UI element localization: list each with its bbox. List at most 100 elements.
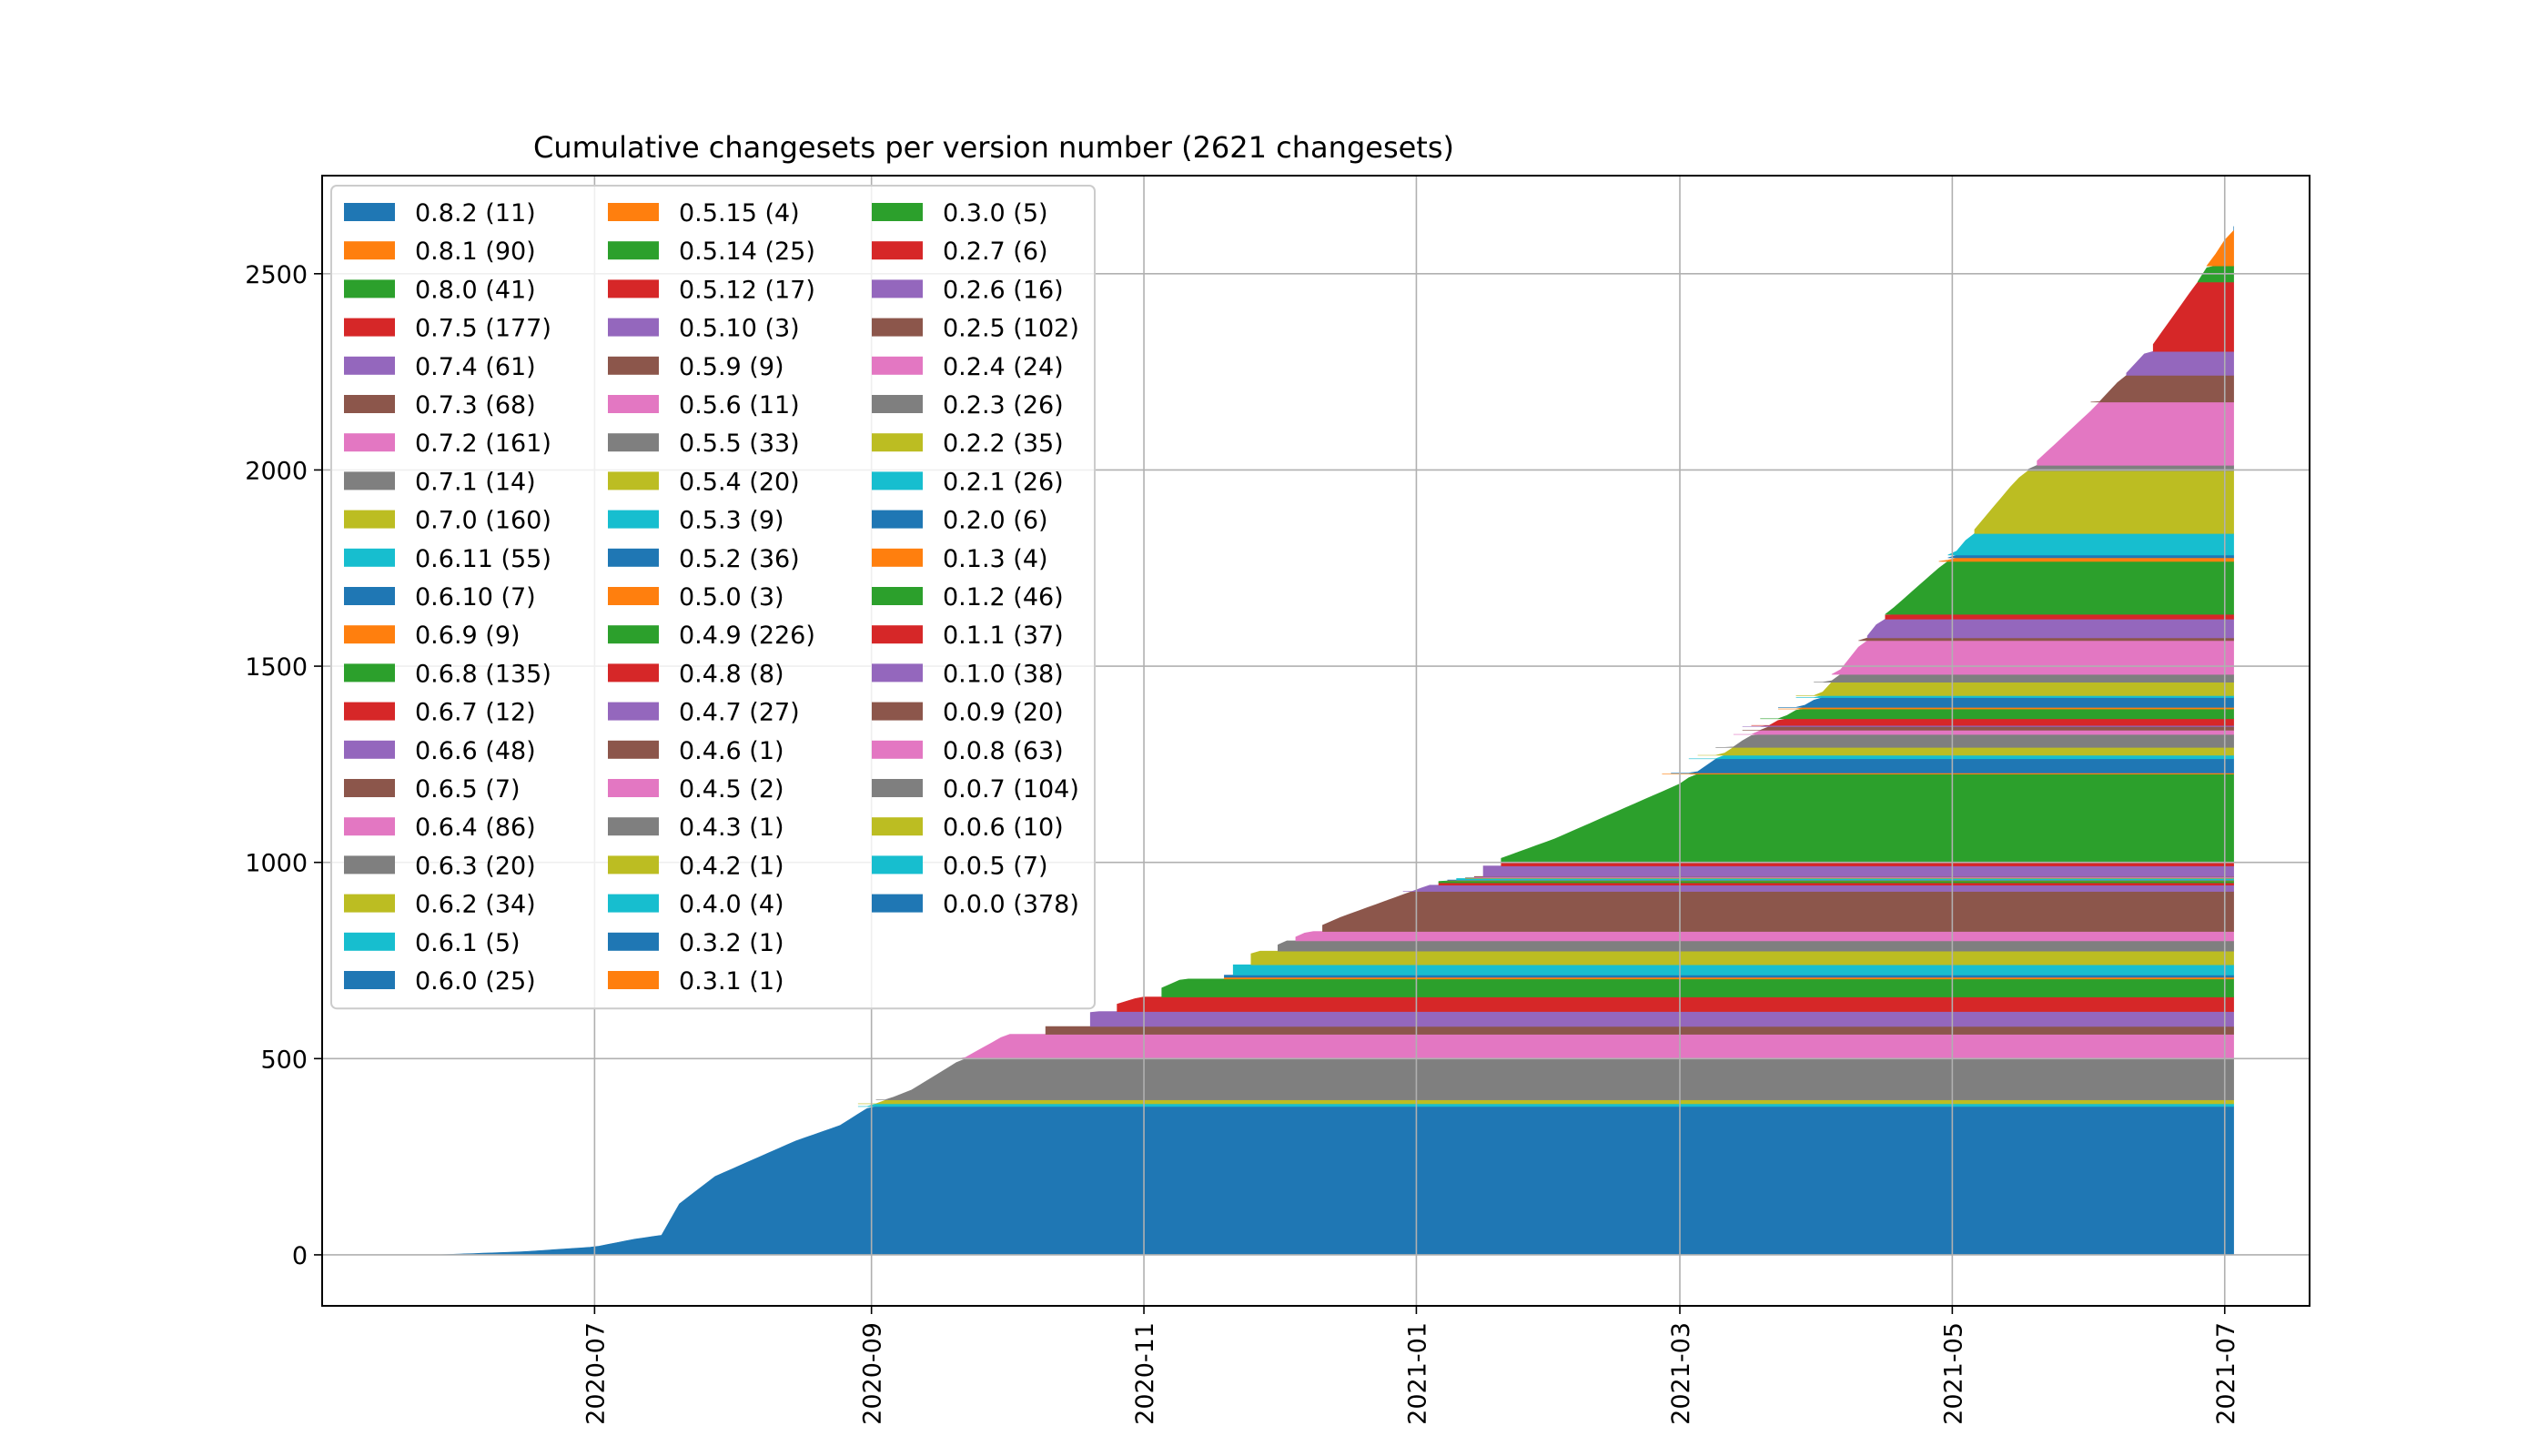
legend-label: 0.5.0 (3) — [679, 583, 784, 612]
legend: 0.8.2 (11) 0.8.1 (90) 0.8.0 (41) 0.7.5 (177… — [330, 185, 1096, 1010]
legend-label: 0.3.2 (1) — [679, 929, 784, 957]
legend-label: 0.6.1 (5) — [415, 929, 521, 957]
legend-label: 0.2.0 (6) — [943, 507, 1048, 535]
area-layer-0-0-8 — [956, 1034, 2234, 1059]
legend-label: 0.4.7 (27) — [679, 699, 800, 727]
legend-swatch — [344, 433, 395, 452]
legend-label: 0.6.4 (86) — [415, 814, 536, 842]
legend-swatch — [608, 471, 659, 490]
area-layer-0-7-5 — [2152, 281, 2234, 352]
legend-label: 0.1.3 (4) — [943, 545, 1048, 573]
legend-swatch — [608, 510, 659, 529]
area-layer-0-1-1 — [1117, 996, 2234, 1012]
area-layer-0-0-7 — [875, 1058, 2234, 1100]
area-layer-0-5-12 — [1751, 718, 2234, 726]
legend-swatch — [608, 241, 659, 260]
area-layer-0-5-14 — [1760, 708, 2234, 720]
area-layer-0-6-9 — [1938, 557, 2234, 562]
area-layer-0-6-8 — [1884, 561, 2234, 615]
legend-label: 0.0.6 (10) — [943, 814, 1064, 842]
area-layer-0-5-3 — [1688, 754, 2234, 760]
area-layer-0-1-2 — [1161, 978, 2234, 997]
y-tick-label: 1500 — [245, 653, 308, 682]
legend-swatch — [608, 855, 659, 875]
legend-label: 0.4.6 (1) — [679, 737, 784, 765]
legend-swatch — [344, 241, 395, 260]
legend-label: 0.2.3 (26) — [943, 391, 1064, 420]
y-tick-label: 500 — [260, 1046, 308, 1074]
legend-label: 0.2.7 (6) — [943, 238, 1048, 266]
legend-swatch — [608, 817, 659, 836]
legend-swatch — [872, 625, 923, 644]
y-tick-label: 2000 — [245, 457, 308, 485]
legend-swatch — [344, 702, 395, 721]
x-tick-label: 2021-05 — [1939, 1322, 1967, 1425]
area-layer-0-5-6 — [1733, 730, 2234, 735]
legend-swatch — [872, 817, 923, 836]
legend-swatch — [344, 663, 395, 682]
x-tick-label: 2020-11 — [1131, 1322, 1159, 1425]
legend-label: 0.1.2 (46) — [943, 583, 1064, 612]
legend-swatch — [872, 855, 923, 875]
legend-label: 0.1.0 (38) — [943, 660, 1064, 688]
legend-swatch — [344, 779, 395, 797]
legend-label: 0.4.9 (226) — [679, 622, 815, 650]
area-layer-0-1-0 — [1089, 1011, 2234, 1027]
legend-label: 0.6.5 (7) — [415, 775, 521, 804]
area-layer-0-6-10 — [1947, 554, 2234, 559]
x-tick-label: 2020-07 — [581, 1322, 610, 1425]
x-tick-label: 2020-09 — [859, 1322, 887, 1425]
area-layer-0-6-11 — [1947, 532, 2234, 556]
legend-swatch — [608, 894, 659, 913]
y-tick-label: 0 — [292, 1242, 308, 1270]
legend-label: 0.0.5 (7) — [943, 852, 1048, 880]
area-layer-0-0-9 — [1045, 1026, 2234, 1035]
legend-swatch — [344, 318, 395, 337]
legend-label: 0.5.4 (20) — [679, 468, 800, 496]
legend-swatch — [872, 587, 923, 605]
legend-label: 0.5.6 (11) — [679, 391, 800, 420]
legend-swatch — [608, 433, 659, 452]
legend-label: 0.2.5 (102) — [943, 315, 1079, 343]
legend-swatch — [872, 395, 923, 413]
legend-label: 0.0.0 (378) — [943, 891, 1079, 919]
x-tick-label: 2021-07 — [2212, 1322, 2240, 1425]
legend-swatch — [872, 241, 923, 260]
legend-swatch — [872, 433, 923, 452]
legend-swatch — [344, 395, 395, 413]
area-layer-0-5-4 — [1697, 746, 2234, 756]
legend-swatch — [344, 894, 395, 913]
legend-label: 0.5.5 (33) — [679, 430, 800, 458]
legend-swatch — [608, 625, 659, 644]
legend-label: 0.8.1 (90) — [415, 238, 536, 266]
legend-swatch — [344, 548, 395, 567]
area-layer-0-2-4 — [1295, 931, 2234, 942]
area-layer-0-6-0 — [1778, 697, 2234, 708]
legend-swatch — [608, 548, 659, 567]
legend-swatch — [608, 587, 659, 605]
legend-swatch — [344, 471, 395, 490]
legend-label: 0.7.3 (68) — [415, 391, 536, 420]
legend-label: 0.6.3 (20) — [415, 852, 536, 880]
area-layer-0-8-1 — [2206, 229, 2234, 267]
legend-swatch — [608, 203, 659, 221]
chart-title: Cumulative changesets per version number… — [533, 130, 1454, 165]
legend-swatch — [344, 740, 395, 759]
legend-label: 0.6.11 (55) — [415, 545, 551, 573]
legend-swatch — [344, 203, 395, 221]
plot-area — [438, 226, 2234, 1256]
legend-swatch — [608, 779, 659, 797]
area-layer-0-4-8 — [1501, 862, 2234, 866]
legend-swatch — [608, 356, 659, 375]
legend-label: 0.6.8 (135) — [415, 660, 551, 688]
area-layer-0-2-1 — [1232, 964, 2234, 976]
legend-swatch — [344, 855, 395, 875]
legend-label: 0.8.0 (41) — [415, 276, 536, 304]
plot-frame — [321, 175, 2310, 1307]
legend-label: 0.4.3 (1) — [679, 814, 784, 842]
legend-swatch — [344, 932, 395, 951]
legend-label: 0.2.4 (24) — [943, 353, 1064, 381]
legend-swatch — [872, 279, 923, 298]
legend-label: 0.5.10 (3) — [679, 315, 800, 343]
